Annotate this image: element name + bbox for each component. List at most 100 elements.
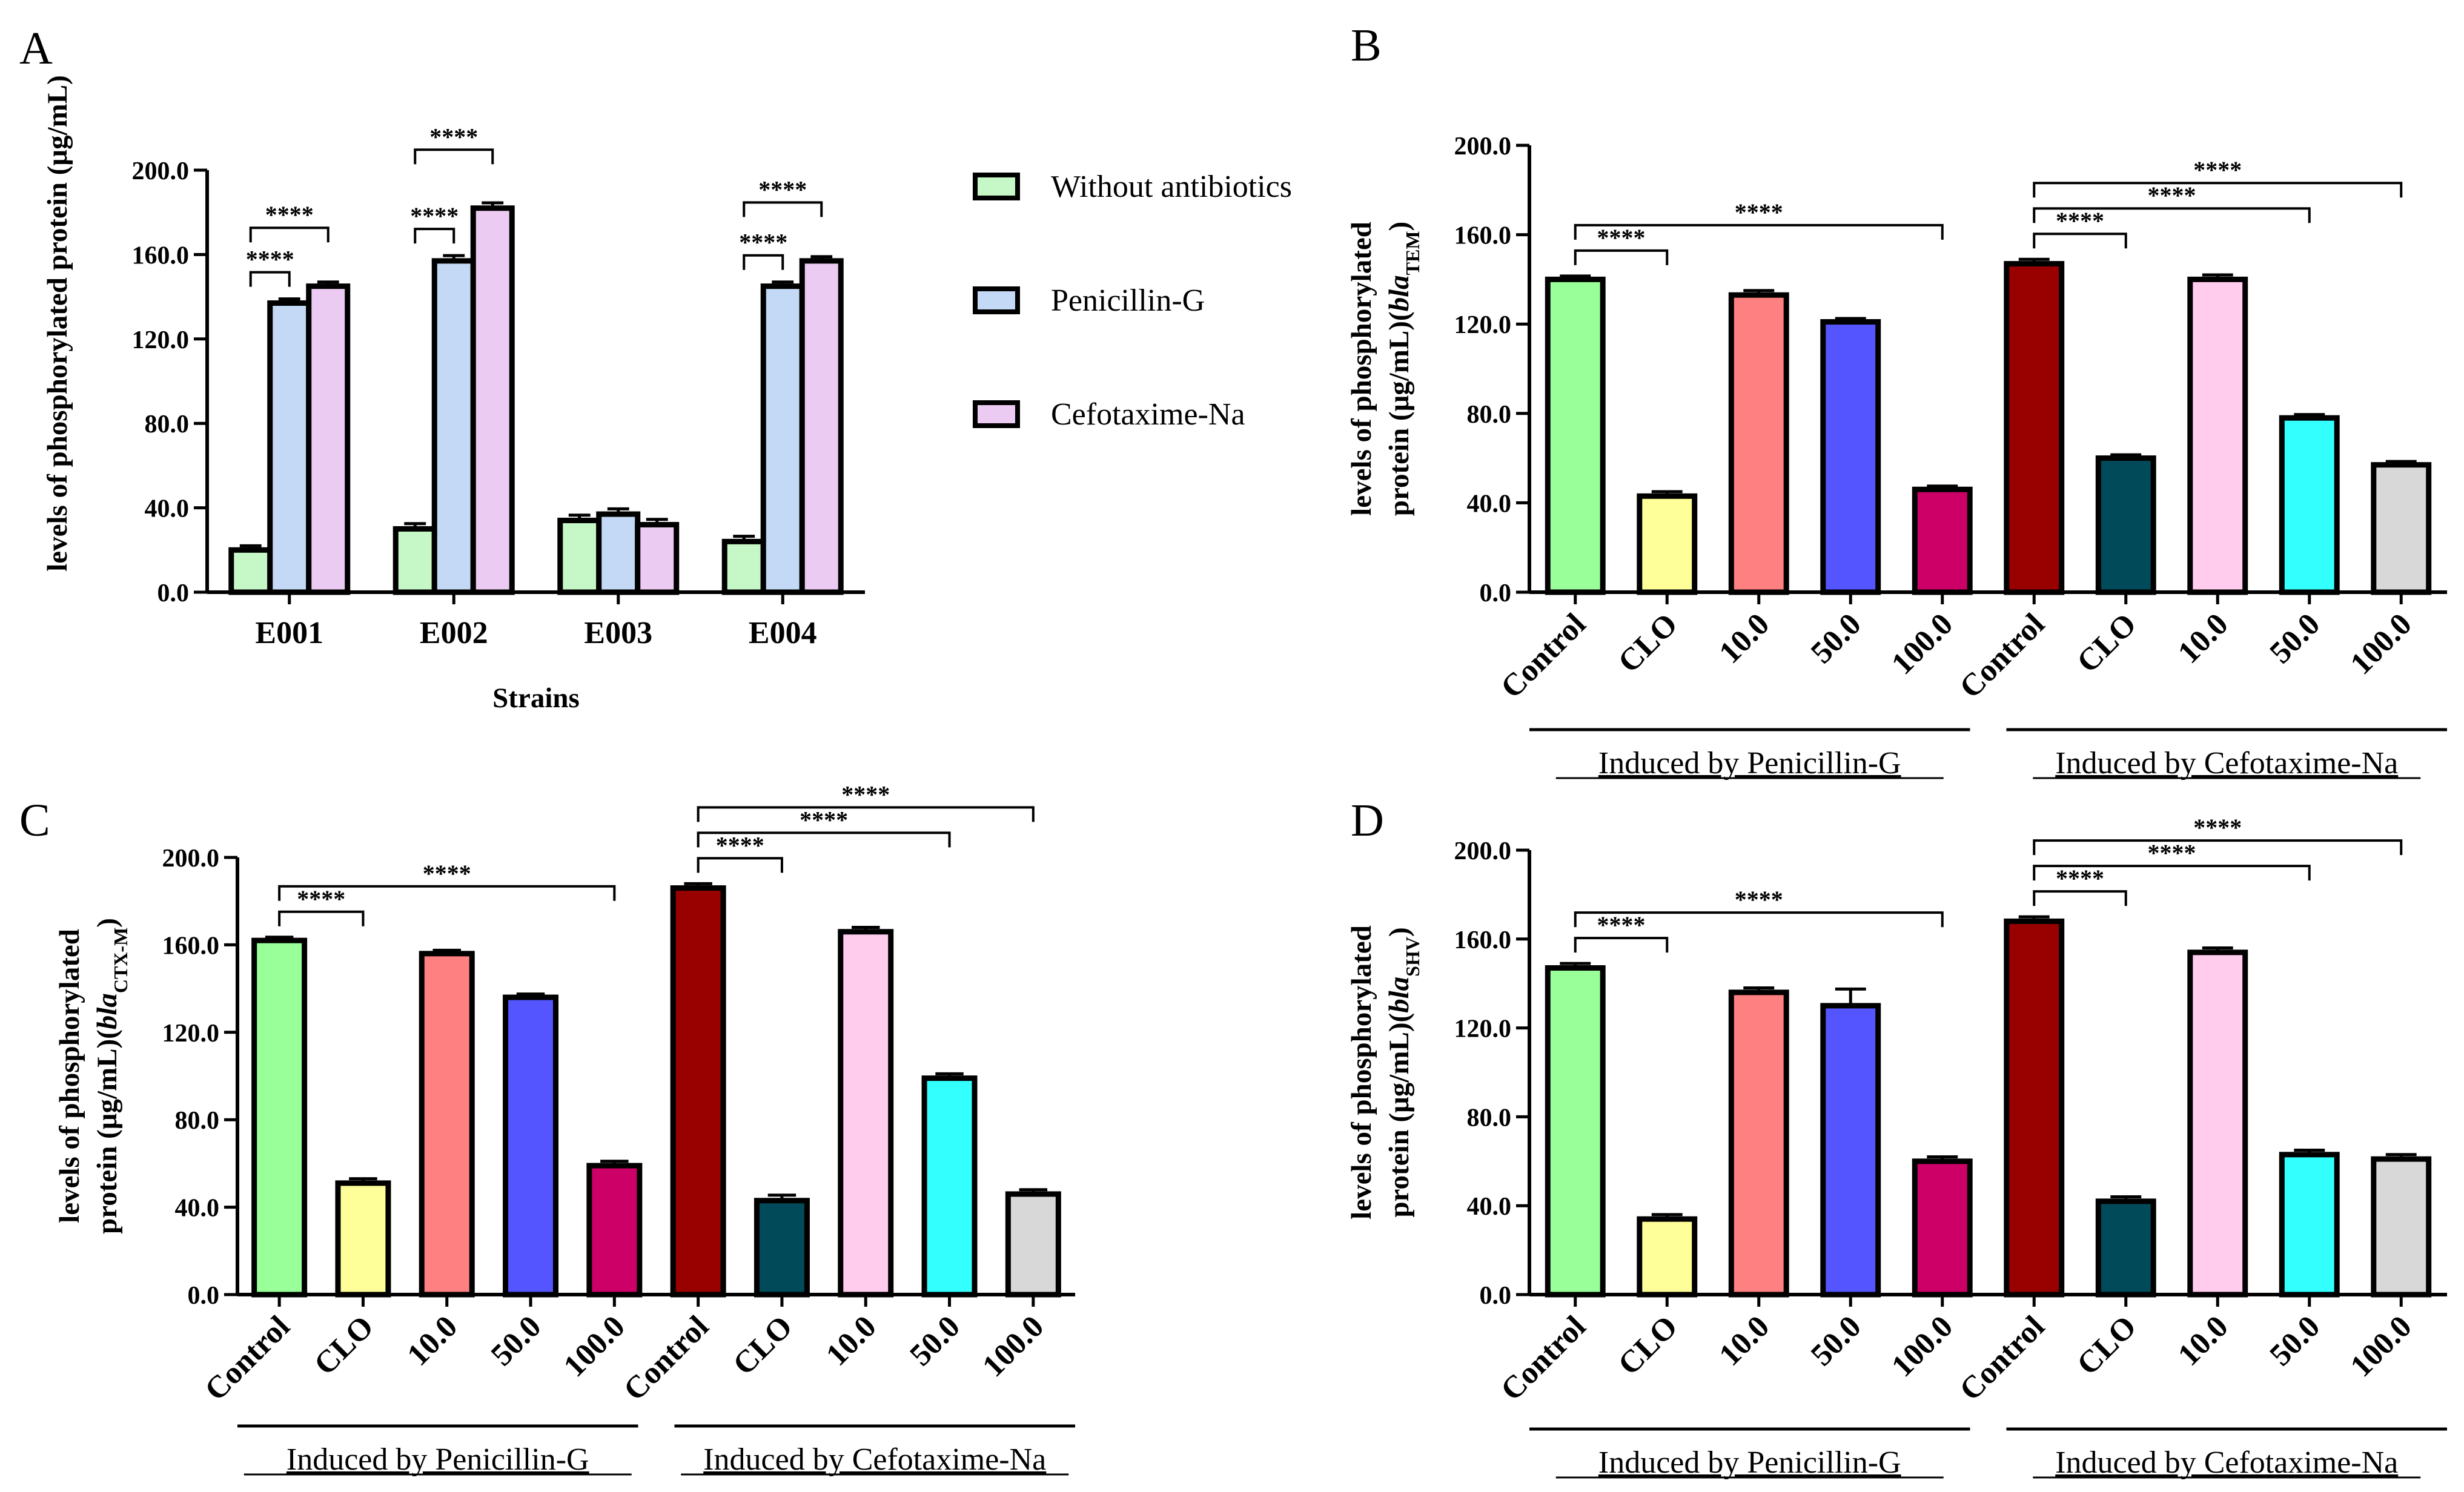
y-tick-label: 160.0 [132,242,190,269]
y-axis-title-italic: bla [1383,977,1415,1013]
bar [1820,1003,1881,1298]
significance-bracket [414,228,455,244]
significance-label: **** [2193,814,2242,841]
bar [1637,1216,1698,1298]
y-tick-label: 0.0 [1480,579,1512,607]
bar [431,258,476,595]
y-axis-title-suffix: ) [1383,222,1415,231]
significance-label: **** [758,176,807,203]
significance-label: **** [297,885,345,913]
y-tick-label: 0.0 [1480,1282,1512,1310]
significance-label: **** [841,781,890,808]
bar [251,937,308,1298]
significance-bracket [2033,839,2403,856]
legend-swatch [973,173,1020,200]
significance-bracket [278,885,616,901]
y-tick-label: 160.0 [162,932,220,960]
bar [306,283,351,595]
bar [1545,276,1606,595]
y-axis-title-subscript: TEM [1402,231,1423,275]
bar [2187,949,2248,1298]
y-axis-title-prefix: protein (μg/mL)( [91,1029,123,1234]
significance-label: **** [2148,182,2196,209]
y-axis-title-italic: bla [91,993,123,1029]
significance-bracket [414,148,494,165]
significance-label: **** [429,123,478,150]
y-tick-label: 40.0 [1467,1193,1512,1221]
bar [670,885,726,1298]
significance-bracket [278,910,365,926]
bar [799,258,844,595]
bar [2187,276,2248,595]
bar [2371,1156,2432,1298]
y-axis-title-prefix: protein (μg/mL)( [1383,311,1415,516]
significance-label: **** [2193,156,2242,183]
y-tick-label: 40.0 [175,1195,220,1223]
bar [2279,415,2340,595]
y-tick-label: 160.0 [1454,926,1512,954]
significance-label: **** [2056,865,2104,892]
bar [557,518,602,595]
significance-label: **** [410,202,459,229]
panel-c-y-axis-title-line2: protein (μg/mL)(blaCTX-M) [91,918,131,1234]
group-label: Induced by Penicillin-G [286,1442,589,1477]
panel-d-y-axis-title-line2: protein (μg/mL)(blaSHV) [1383,927,1423,1217]
bar [1637,493,1698,595]
panel-a-y-axis-title: levels of phosphorylated protein (μg/mL) [42,75,73,572]
bar [921,1075,978,1298]
significance-bracket [249,226,330,243]
bar [1912,1158,1973,1298]
panel-b-y-axis-title-line2: protein (μg/mL)(blaTEM) [1383,222,1423,516]
y-tick-label: 40.0 [1467,490,1512,518]
group-label: Induced by Cefotaxime-Na [2055,1445,2398,1480]
panel-b: B 0.0 40.0 80.0 120.0 160.0 200.0 levels of pho… [1346,20,2447,781]
category-label: E003 [584,616,652,650]
y-tick-label: 120.0 [132,326,190,354]
bar [2371,462,2432,595]
category-label: E001 [255,616,323,650]
y-tick-label: 160.0 [1454,222,1512,250]
panel-a-x-axis-title: Strains [492,682,580,714]
panel-letter-a: A [19,23,53,74]
legend-swatch [973,400,1020,428]
significance-label: **** [1597,911,1646,939]
bar [335,1180,391,1298]
bar [1820,319,1881,595]
significance-bracket [697,806,1035,822]
significance-bracket [1574,911,1944,928]
group-label: Induced by Penicillin-G [1598,1445,1901,1480]
bar [1728,292,1789,595]
group-label: Induced by Penicillin-G [1598,746,1901,781]
y-axis-title-suffix: ) [1383,927,1415,937]
bar [596,511,641,595]
bar [267,300,312,595]
bar [1005,1191,1061,1298]
y-tick-label: 80.0 [175,1107,220,1135]
y-tick-label: 120.0 [1454,1015,1512,1043]
bar [503,994,559,1298]
significance-bracket [1574,937,1669,953]
significance-label: **** [423,860,471,887]
y-tick-label: 40.0 [145,495,190,523]
significance-bracket [1574,249,1669,265]
y-tick-label: 80.0 [1467,1104,1512,1132]
y-tick-label: 200.0 [1454,837,1512,865]
panel-d-letter: D [1351,795,1384,846]
y-axis-title-subscript: SHV [1402,937,1423,977]
bar [419,951,475,1298]
significance-bracket [697,857,783,873]
significance-label: **** [246,246,294,273]
bar [2095,1198,2156,1298]
bar [635,521,680,595]
y-axis-title-prefix: protein (μg/mL)( [1383,1013,1415,1218]
panel-d-y-axis-title-line1: levels of phosphorylated [1346,925,1377,1220]
y-axis-title-suffix: ) [91,918,123,928]
significance-bracket [697,831,951,848]
bar [2279,1152,2340,1298]
bar [586,1163,643,1298]
significance-bracket [249,271,291,287]
bar [2004,918,2065,1298]
panel-b-letter: B [1351,20,1382,71]
panel-a: A 0.0 40.0 80.0 120.0 160.0 200.0 levels of pho… [19,23,1292,714]
